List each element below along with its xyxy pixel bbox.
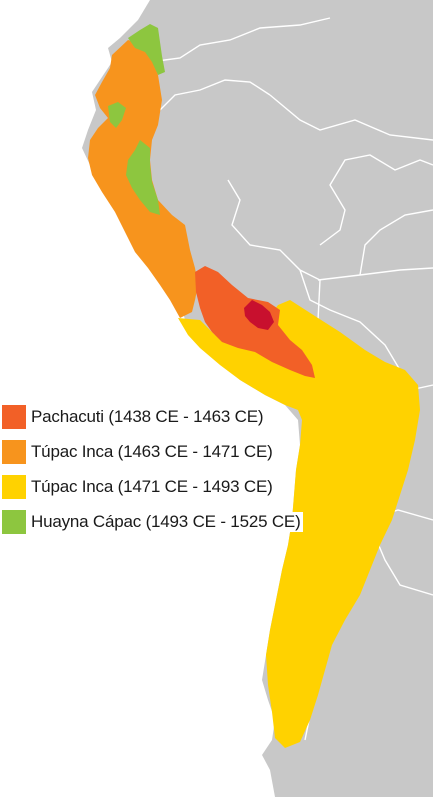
legend-swatch xyxy=(2,474,26,499)
legend-label: Huayna Cápac (1493 CE - 1525 CE) xyxy=(31,511,303,532)
region-cusco-core xyxy=(244,300,274,330)
map-legend: Pachacuti (1438 CE - 1463 CE) Túpac Inca… xyxy=(2,399,303,539)
legend-swatch xyxy=(2,439,26,464)
legend-item-tupac-late: Túpac Inca (1471 CE - 1493 CE) xyxy=(2,469,302,504)
legend-item-pachacuti: Pachacuti (1438 CE - 1463 CE) xyxy=(2,399,302,434)
region-huayna-north xyxy=(128,24,165,75)
legend-item-tupac-early: Túpac Inca (1463 CE - 1471 CE) xyxy=(2,434,302,469)
legend-swatch xyxy=(2,404,26,429)
legend-swatch xyxy=(2,509,26,534)
region-huayna-mid xyxy=(126,140,160,215)
region-huayna-coast xyxy=(108,102,126,128)
legend-label: Pachacuti (1438 CE - 1463 CE) xyxy=(31,406,266,427)
legend-label: Túpac Inca (1463 CE - 1471 CE) xyxy=(31,441,275,462)
legend-item-huayna: Huayna Cápac (1493 CE - 1525 CE) xyxy=(2,504,303,539)
legend-label: Túpac Inca (1471 CE - 1493 CE) xyxy=(31,476,275,497)
